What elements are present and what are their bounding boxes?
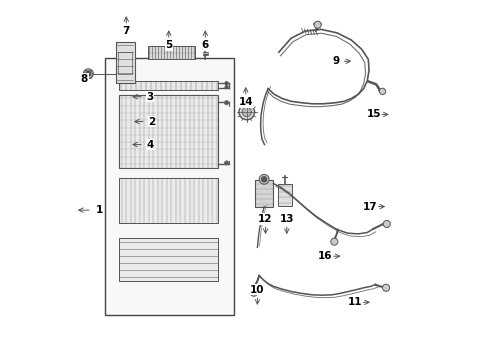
Circle shape	[379, 88, 386, 95]
Circle shape	[383, 220, 391, 228]
Circle shape	[259, 174, 269, 184]
Bar	[203, 52, 208, 55]
Circle shape	[224, 161, 229, 165]
Bar	[119, 95, 219, 168]
Text: 14: 14	[239, 97, 253, 107]
Bar	[255, 180, 273, 207]
Circle shape	[262, 177, 267, 182]
Text: 12: 12	[258, 214, 273, 224]
Text: 7: 7	[122, 26, 130, 36]
Bar	[147, 46, 196, 59]
Text: 10: 10	[250, 285, 265, 295]
Bar	[119, 53, 132, 74]
Bar	[278, 184, 292, 206]
Bar	[116, 42, 135, 82]
Text: 3: 3	[147, 92, 154, 102]
Text: 9: 9	[333, 56, 340, 66]
Circle shape	[225, 82, 228, 85]
Text: 6: 6	[202, 40, 209, 50]
Circle shape	[86, 71, 91, 76]
Text: 16: 16	[318, 251, 333, 261]
Text: 13: 13	[280, 214, 294, 224]
Circle shape	[225, 162, 228, 164]
Circle shape	[314, 21, 321, 28]
Circle shape	[239, 104, 255, 120]
Bar	[119, 81, 219, 90]
Text: 8: 8	[81, 74, 88, 84]
Text: 11: 11	[347, 297, 362, 307]
Text: 2: 2	[148, 117, 156, 126]
Circle shape	[242, 107, 251, 117]
Bar	[119, 238, 219, 281]
Text: 5: 5	[165, 40, 172, 50]
Text: 4: 4	[147, 140, 154, 149]
Circle shape	[224, 100, 229, 105]
Text: 17: 17	[363, 202, 377, 212]
Circle shape	[83, 69, 93, 78]
Bar	[105, 58, 234, 315]
Bar	[119, 178, 219, 222]
Circle shape	[250, 289, 257, 296]
Circle shape	[225, 102, 228, 104]
Text: 15: 15	[367, 109, 381, 120]
Circle shape	[225, 86, 228, 89]
Circle shape	[383, 284, 390, 291]
Circle shape	[331, 238, 338, 245]
Text: 1: 1	[96, 205, 102, 215]
